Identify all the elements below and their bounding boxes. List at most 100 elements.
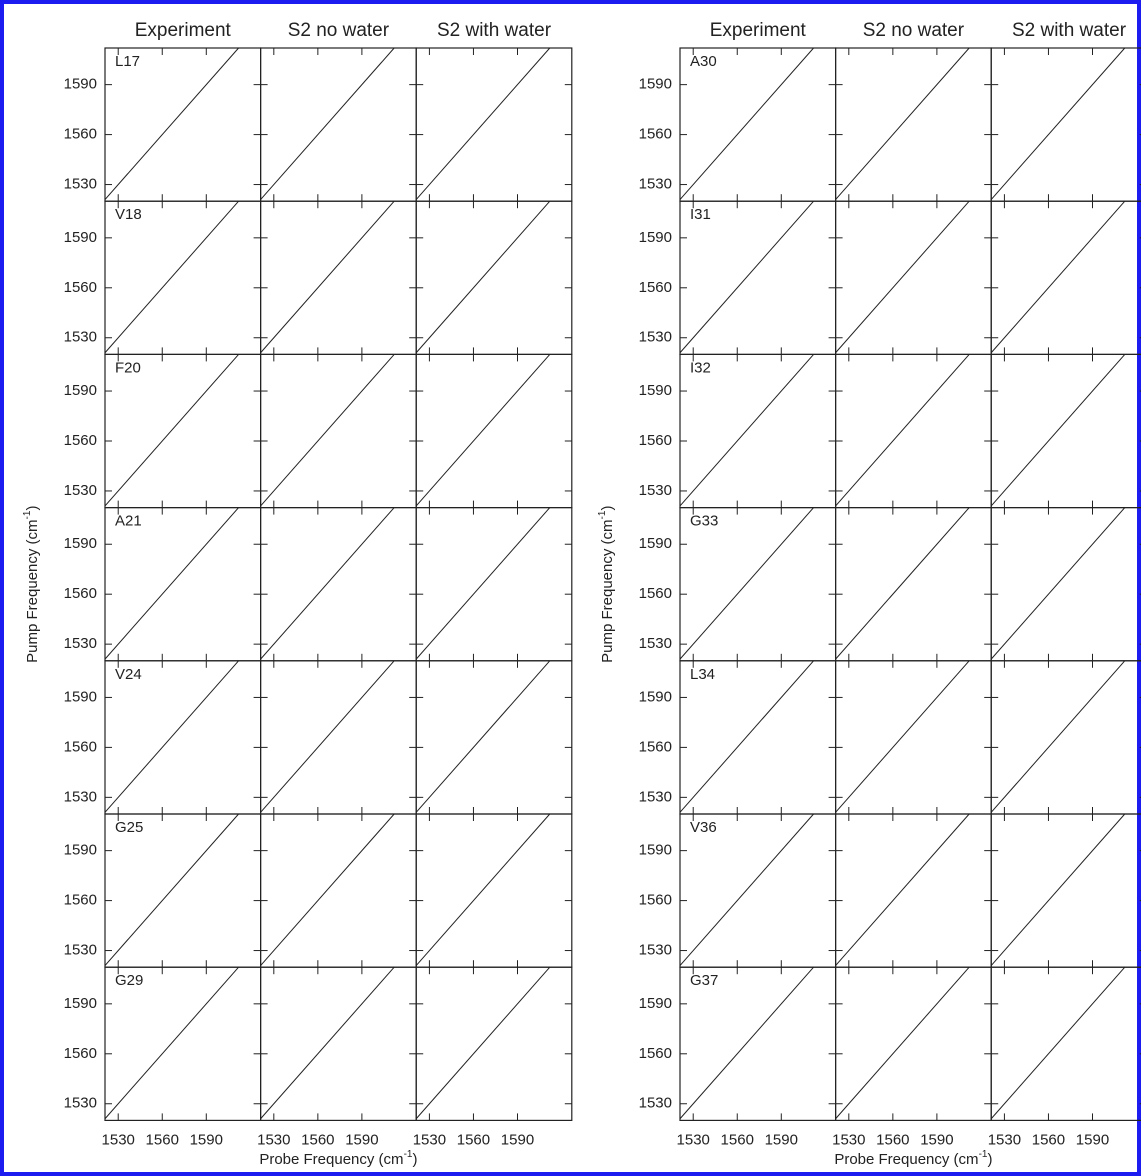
panel-label: G33 (690, 513, 718, 530)
y-tick-label: 1590 (64, 842, 97, 859)
y-tick-label: 1530 (64, 1095, 97, 1112)
y-tick-label: 1590 (64, 229, 97, 246)
x-tick-label: 1530 (988, 1131, 1021, 1148)
x-tick-label: 1590 (1076, 1131, 1109, 1148)
diagonal (260, 966, 395, 1120)
diagonal (104, 354, 239, 507)
diagonal (835, 200, 970, 354)
panel-label: G37 (690, 972, 718, 989)
panel-frame (990, 353, 1141, 509)
y-tick-label: 1590 (64, 535, 97, 552)
diagonal (835, 966, 970, 1120)
x-label-part: -1 (979, 1149, 988, 1160)
diagonal (990, 200, 1126, 354)
diagonal (260, 354, 395, 507)
panel-frame (990, 966, 1141, 1122)
y-tick-label: 1590 (639, 76, 672, 93)
panel-frame (104, 813, 262, 968)
y-tick-label: 1560 (64, 585, 97, 602)
panel-label: G29 (115, 972, 143, 989)
y-tick-label: 1530 (64, 788, 97, 805)
diagonal (679, 507, 814, 660)
diagonal (990, 966, 1126, 1120)
panel-frame (834, 47, 992, 202)
y-tick-label: 1530 (639, 788, 672, 805)
panel-frame (990, 660, 1141, 815)
panel-frame (834, 966, 992, 1122)
y-tick-label: 1530 (64, 482, 97, 499)
diagonal (835, 660, 970, 813)
y-tick-label: 1560 (64, 738, 97, 755)
panel-label: L17 (115, 53, 140, 70)
x-tick-label: 1530 (257, 1131, 290, 1148)
x-label-part: Probe Frequency (cm (834, 1151, 978, 1168)
x-tick-label: 1590 (190, 1131, 223, 1148)
panel-label: G25 (115, 819, 143, 836)
column-header: Experiment (135, 20, 232, 41)
panel-frame (260, 660, 417, 815)
y-tick-label: 1530 (64, 942, 97, 959)
panel-frame (415, 660, 573, 815)
y-tick-label: 1530 (64, 176, 97, 193)
panel-label: A30 (690, 53, 717, 70)
panel-frame (260, 813, 417, 968)
y-tick-label: 1590 (639, 535, 672, 552)
panel-frame (834, 813, 992, 968)
y-tick-label: 1590 (639, 382, 672, 399)
x-tick-label: 1560 (457, 1131, 490, 1148)
y-tick-label: 1590 (64, 76, 97, 93)
panel-frame (834, 353, 992, 509)
diagonal (990, 354, 1126, 507)
panel-label: F20 (115, 359, 141, 376)
diagonal (260, 200, 395, 354)
panel-frame (104, 660, 262, 815)
y-tick-label: 1530 (639, 482, 672, 499)
y-tick-label: 1590 (639, 229, 672, 246)
y-tick-label: 1590 (639, 688, 672, 705)
diagonal (679, 966, 814, 1120)
y-axis-label: Pump Frequency (cm-1) (597, 506, 616, 663)
x-tick-label: 1560 (721, 1131, 754, 1148)
y-label-part: -1 (597, 510, 608, 519)
panel-label: V18 (115, 206, 142, 223)
diagonal (415, 507, 551, 660)
y-tick-label: 1590 (639, 842, 672, 859)
y-tick-label: 1560 (639, 432, 672, 449)
y-axis-label: Pump Frequency (cm-1) (22, 506, 41, 663)
y-label-part: Pump Frequency (cm (599, 519, 616, 662)
x-label-part: ) (412, 1151, 417, 1168)
x-tick-label: 1560 (146, 1131, 179, 1148)
x-tick-label: 1530 (832, 1131, 865, 1148)
diagonal (990, 813, 1126, 966)
diagonal (104, 660, 239, 813)
y-tick-label: 1560 (64, 1045, 97, 1062)
y-tick-label: 1560 (639, 585, 672, 602)
column-header: S2 no water (288, 20, 390, 41)
column-header: S2 with water (437, 20, 552, 41)
y-tick-label: 1530 (639, 1095, 672, 1112)
diagonal (679, 47, 814, 200)
x-label-part: ) (987, 1151, 992, 1168)
panel-frame (990, 813, 1141, 968)
y-label-part: -1 (22, 510, 33, 519)
diagonal (679, 200, 814, 354)
diagonal (104, 47, 239, 200)
diagonal (679, 813, 814, 966)
diagonal (260, 813, 395, 966)
y-tick-label: 1530 (64, 329, 97, 346)
x-tick-label: 1590 (765, 1131, 798, 1148)
diagonal (990, 660, 1126, 813)
diagonal (835, 507, 970, 660)
column-header: S2 no water (863, 20, 965, 41)
diagonal (260, 660, 395, 813)
diagonal (679, 354, 814, 507)
diagonal (104, 200, 239, 354)
panel-frame (415, 966, 573, 1122)
diagonal (835, 813, 970, 966)
x-tick-label: 1560 (876, 1131, 909, 1148)
x-tick-label: 1560 (301, 1131, 334, 1148)
y-tick-label: 1560 (639, 738, 672, 755)
diagonal (990, 507, 1126, 660)
